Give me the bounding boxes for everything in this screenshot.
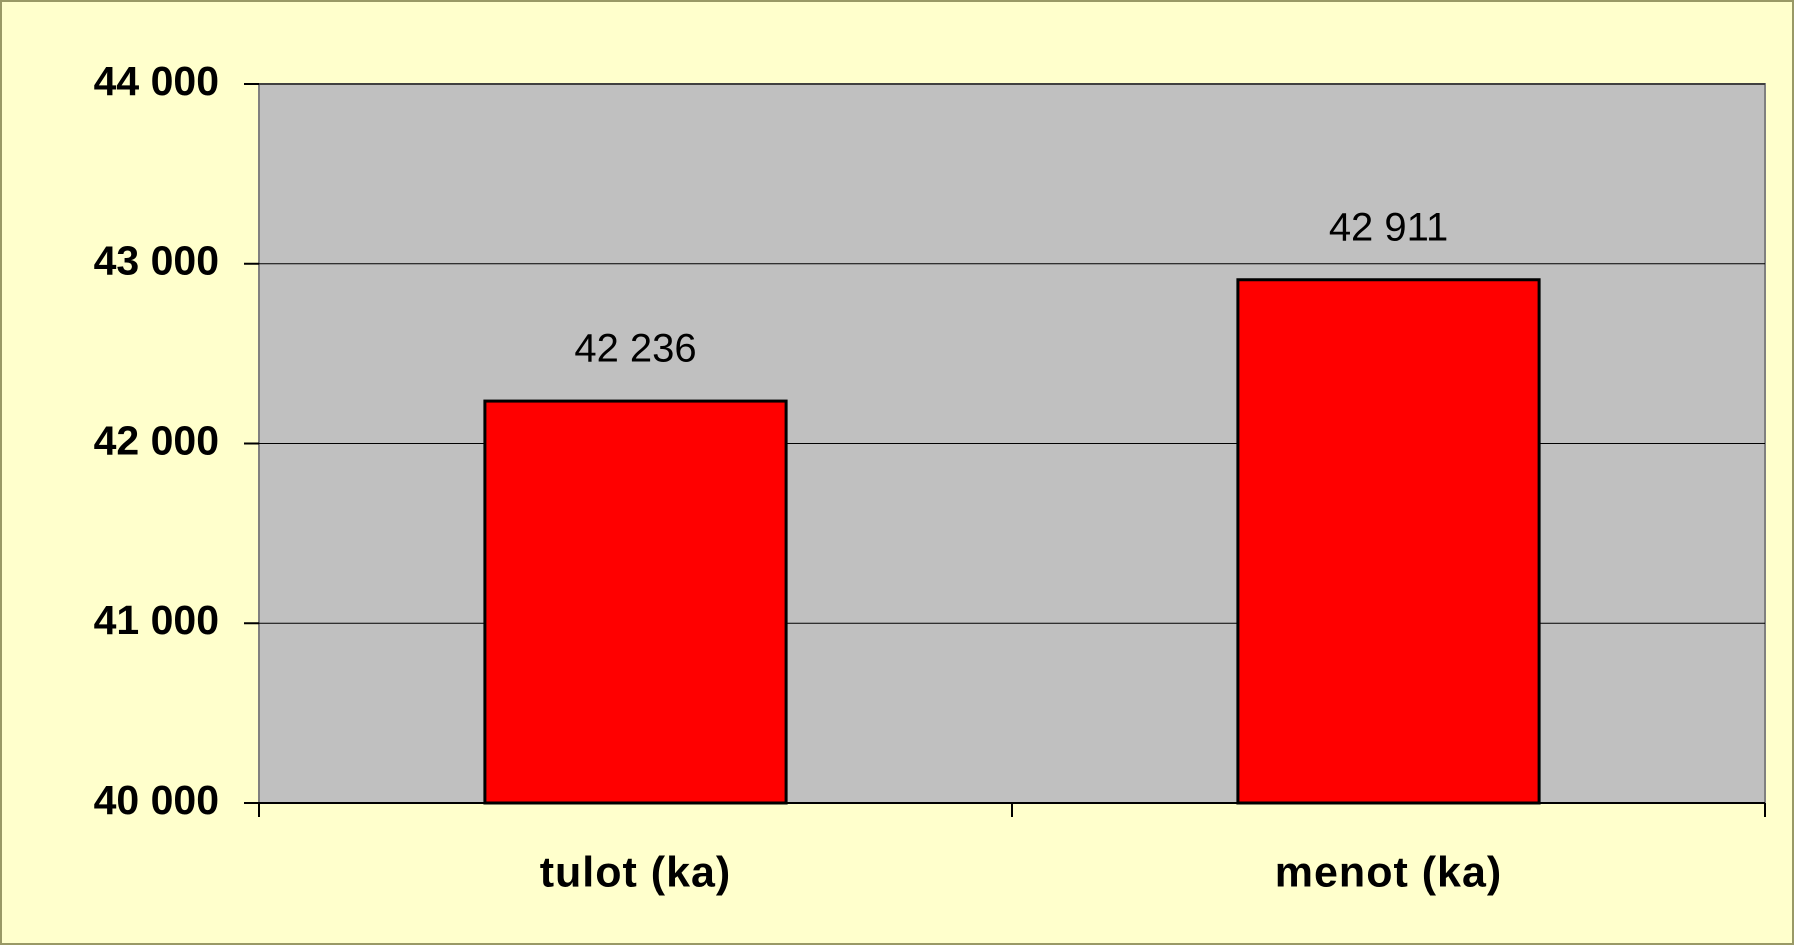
- y-tick-label: 40 000: [94, 777, 219, 823]
- y-tick-label: 43 000: [94, 238, 219, 284]
- y-tick-label: 42 000: [94, 417, 219, 463]
- y-tick-label: 41 000: [94, 597, 219, 643]
- x-tick-label: tulot (ka): [540, 848, 732, 896]
- bar: [483, 399, 788, 805]
- bar: [1236, 278, 1541, 805]
- value-label: 42 911: [1329, 205, 1448, 249]
- y-tick-label: 44 000: [94, 58, 219, 104]
- value-label: 42 236: [574, 327, 696, 371]
- x-tick-label: menot (ka): [1275, 848, 1502, 896]
